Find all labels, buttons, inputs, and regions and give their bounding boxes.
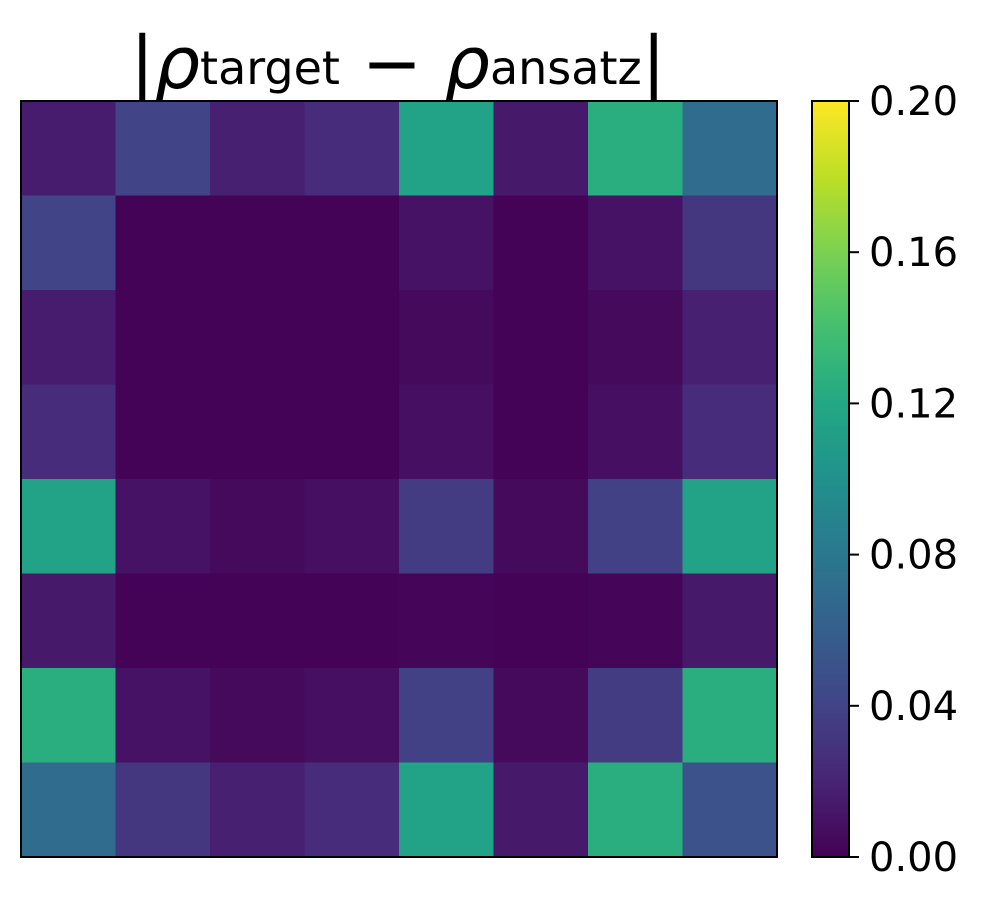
heatmap-cell-r4-c5 bbox=[493, 479, 589, 574]
heatmap-cell-r0-c3 bbox=[304, 101, 400, 196]
heatmap-cell-r0-c0 bbox=[21, 101, 116, 196]
heatmap-cell-r5-c5 bbox=[493, 573, 589, 669]
heatmap-cell-r5-c3 bbox=[304, 573, 400, 669]
heatmap-cell-r3-c1 bbox=[115, 384, 211, 480]
colorbar bbox=[812, 101, 849, 857]
heatmap-cell-r2-c6 bbox=[588, 290, 683, 385]
heatmap-frame bbox=[20, 100, 778, 858]
heatmap-cell-r4-c6 bbox=[588, 479, 683, 574]
heatmap-cell-r6-c2 bbox=[210, 668, 305, 763]
heatmap-cell-r7-c0 bbox=[21, 762, 116, 858]
heatmap-cell-r3-c6 bbox=[588, 384, 683, 480]
title-bar-right: | bbox=[642, 21, 666, 106]
heatmap-cell-r3-c7 bbox=[682, 384, 778, 480]
heatmap-cell-r1-c1 bbox=[115, 195, 211, 291]
title-bar-left: | bbox=[130, 21, 154, 106]
heatmap-cell-r5-c1 bbox=[115, 573, 211, 669]
chart-title: |ρtarget − ρansatz| bbox=[130, 21, 666, 106]
heatmap-cell-r6-c4 bbox=[399, 668, 494, 763]
heatmap-cell-r6-c3 bbox=[304, 668, 400, 763]
heatmap-cell-r4-c0 bbox=[21, 479, 116, 574]
heatmap-cell-r0-c1 bbox=[115, 101, 211, 196]
heatmap-cell-r0-c4 bbox=[399, 101, 494, 196]
heatmap-cell-r1-c2 bbox=[210, 195, 305, 291]
heatmap-cell-r2-c2 bbox=[210, 290, 305, 385]
heatmap-cell-r7-c3 bbox=[304, 762, 400, 858]
heatmap-cell-r5-c0 bbox=[21, 573, 116, 669]
heatmap-cell-r2-c1 bbox=[115, 290, 211, 385]
colorbar-tick-label: 0.00 bbox=[869, 835, 958, 881]
heatmap-cell-r4-c2 bbox=[210, 479, 305, 574]
heatmap-cell-r0-c2 bbox=[210, 101, 305, 196]
colorbar-tick-label: 0.08 bbox=[869, 533, 958, 579]
heatmap-cell-r2-c0 bbox=[21, 290, 116, 385]
heatmap-cell-r1-c5 bbox=[493, 195, 589, 291]
heatmap-cell-r7-c2 bbox=[210, 762, 305, 858]
heatmap-cell-r0-c6 bbox=[588, 101, 683, 196]
heatmap-cell-r0-c7 bbox=[682, 101, 778, 196]
heatmap-cell-r1-c4 bbox=[399, 195, 494, 291]
heatmap-cell-r3-c4 bbox=[399, 384, 494, 480]
heatmap-cell-r5-c7 bbox=[682, 573, 778, 669]
heatmap-cell-r6-c0 bbox=[21, 668, 116, 763]
title-rho-ansatz: ρ bbox=[444, 21, 490, 105]
colorbar-frame bbox=[811, 100, 850, 858]
heatmap-cell-r5-c6 bbox=[588, 573, 683, 669]
title-minus: − bbox=[362, 21, 422, 105]
title-rho-target: ρ bbox=[154, 21, 200, 105]
colorbar-ticks: 0.00 0.04 0.08 0.12 0.16 0.20 bbox=[849, 79, 958, 881]
heatmap-cell-r6-c1 bbox=[115, 668, 211, 763]
colorbar-tick-label: 0.20 bbox=[869, 79, 958, 125]
heatmap-cell-r7-c5 bbox=[493, 762, 589, 858]
heatmap-cell-r4-c3 bbox=[304, 479, 400, 574]
heatmap-cells bbox=[21, 101, 778, 858]
heatmap-cell-r4-c7 bbox=[682, 479, 778, 574]
heatmap-cell-r7-c6 bbox=[588, 762, 683, 858]
heatmap-cell-r1-c7 bbox=[682, 195, 778, 291]
colorbar-tick-label: 0.04 bbox=[869, 684, 958, 730]
heatmap-cell-r4-c4 bbox=[399, 479, 494, 574]
heatmap-cell-r2-c5 bbox=[493, 290, 589, 385]
heatmap-cell-r6-c6 bbox=[588, 668, 683, 763]
title-sub-target: target bbox=[200, 41, 340, 95]
heatmap-cell-r5-c2 bbox=[210, 573, 305, 669]
heatmap-cell-r1-c0 bbox=[21, 195, 116, 291]
heatmap-cell-r7-c4 bbox=[399, 762, 494, 858]
heatmap-cell-r2-c3 bbox=[304, 290, 400, 385]
heatmap-cell-r6-c5 bbox=[493, 668, 589, 763]
colorbar-tick-label: 0.16 bbox=[869, 230, 958, 276]
heatmap-cell-r2-c4 bbox=[399, 290, 494, 385]
heatmap-cell-r2-c7 bbox=[682, 290, 778, 385]
heatmap-cell-r3-c0 bbox=[21, 384, 116, 480]
heatmap-cell-r1-c3 bbox=[304, 195, 400, 291]
heatmap-cell-r3-c5 bbox=[493, 384, 589, 480]
heatmap-cell-r0-c5 bbox=[493, 101, 589, 196]
title-sub-ansatz: ansatz bbox=[490, 41, 642, 95]
heatmap-cell-r7-c7 bbox=[682, 762, 778, 858]
colorbar-tick-label: 0.12 bbox=[869, 381, 958, 427]
heatmap-cell-r1-c6 bbox=[588, 195, 683, 291]
heatmap-cell-r3-c3 bbox=[304, 384, 400, 480]
heatmap-cell-r3-c2 bbox=[210, 384, 305, 480]
heatmap-cell-r5-c4 bbox=[399, 573, 494, 669]
heatmap-cell-r4-c1 bbox=[115, 479, 211, 574]
heatmap-cell-r7-c1 bbox=[115, 762, 211, 858]
heatmap-cell-r6-c7 bbox=[682, 668, 778, 763]
